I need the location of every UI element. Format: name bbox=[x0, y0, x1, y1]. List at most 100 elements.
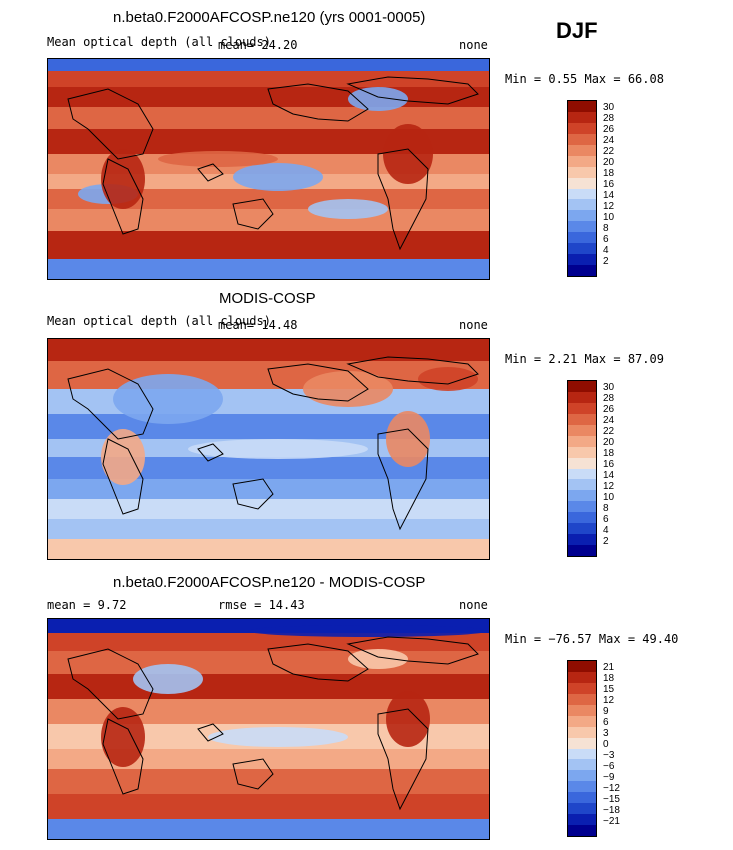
cb3-label: 3 bbox=[603, 728, 609, 739]
map-field-blob bbox=[233, 163, 323, 191]
map-band bbox=[48, 633, 489, 651]
panel1-mean: mean= 24.20 bbox=[218, 38, 298, 52]
colorbar-swatch bbox=[568, 715, 596, 727]
cb1-label: 22 bbox=[603, 146, 615, 157]
coastline bbox=[377, 428, 429, 531]
colorbar-swatch bbox=[568, 792, 596, 804]
coastline bbox=[67, 368, 154, 440]
cb3-label: −12 bbox=[603, 783, 620, 794]
cb2-label: 24 bbox=[603, 415, 615, 426]
colorbar-swatch bbox=[568, 155, 596, 167]
cb2-label: 12 bbox=[603, 481, 615, 492]
panel1-minmax: Min = 0.55 Max = 66.08 bbox=[505, 72, 664, 86]
cb1-label: 16 bbox=[603, 179, 615, 190]
map-band bbox=[48, 231, 489, 259]
colorbar-swatch bbox=[568, 803, 596, 815]
colorbar-swatch bbox=[568, 232, 596, 244]
colorbar-swatch bbox=[568, 144, 596, 156]
cb1-label: 18 bbox=[603, 168, 615, 179]
map-band bbox=[48, 259, 489, 279]
cb1-label: 26 bbox=[603, 124, 615, 135]
cb3-label: 15 bbox=[603, 684, 615, 695]
panel3-mean: mean = 9.72 bbox=[47, 598, 127, 612]
colorbar-swatch bbox=[568, 446, 596, 458]
panel2-map bbox=[47, 338, 490, 560]
panel2-colorbar-labels: 30 28 26 24 22 20 18 16 14 12 10 8 6 4 2 bbox=[603, 382, 614, 547]
colorbar-swatch bbox=[568, 545, 596, 556]
cb1-label: 24 bbox=[603, 135, 615, 146]
cb1-label: 10 bbox=[603, 212, 615, 223]
colorbar-swatch bbox=[568, 166, 596, 178]
cb2-label: 4 bbox=[603, 525, 609, 536]
colorbar-swatch bbox=[568, 468, 596, 480]
map-field-blob bbox=[133, 664, 203, 694]
map-band bbox=[48, 794, 489, 819]
colorbar-swatch bbox=[568, 457, 596, 469]
panel3-minmax: Min = −76.57 Max = 49.40 bbox=[505, 632, 679, 646]
map-field-blob bbox=[101, 707, 145, 767]
coastline bbox=[197, 443, 224, 462]
coastline bbox=[102, 158, 144, 235]
panel2-minmax: Min = 2.21 Max = 87.09 bbox=[505, 352, 664, 366]
colorbar-swatch bbox=[568, 737, 596, 749]
map-band bbox=[48, 107, 489, 129]
coastline bbox=[267, 363, 369, 402]
map-band bbox=[48, 539, 489, 559]
colorbar-swatch bbox=[568, 122, 596, 134]
cb1-label: 12 bbox=[603, 201, 615, 212]
cb1-label: 28 bbox=[603, 113, 615, 124]
map-band bbox=[48, 339, 489, 361]
coastline bbox=[346, 636, 479, 665]
colorbar-swatch bbox=[568, 479, 596, 491]
map-field-blob bbox=[383, 124, 433, 184]
colorbar-swatch bbox=[568, 199, 596, 211]
coastline bbox=[232, 478, 274, 510]
colorbar-swatch bbox=[568, 413, 596, 425]
panel1-colorbar bbox=[567, 100, 597, 277]
map-field-blob bbox=[386, 691, 430, 747]
colorbar-swatch bbox=[568, 748, 596, 760]
cb3-label: −21 bbox=[603, 816, 620, 827]
cb1-label: 20 bbox=[603, 157, 615, 168]
cb2-label: 2 bbox=[603, 536, 609, 547]
panel2-map-svg bbox=[48, 339, 489, 559]
colorbar-swatch bbox=[568, 671, 596, 683]
cb2-label: 6 bbox=[603, 514, 609, 525]
colorbar-swatch bbox=[568, 243, 596, 255]
colorbar-swatch bbox=[568, 133, 596, 145]
panel2-mean: mean= 14.48 bbox=[218, 318, 298, 332]
colorbar-swatch bbox=[568, 814, 596, 826]
colorbar-swatch bbox=[568, 523, 596, 535]
panel1-map bbox=[47, 58, 490, 280]
map-field-blob bbox=[303, 371, 393, 407]
coastline bbox=[346, 356, 479, 385]
colorbar-swatch bbox=[568, 188, 596, 200]
coastline bbox=[377, 148, 429, 251]
cb1-label: 8 bbox=[603, 223, 609, 234]
panel3-map bbox=[47, 618, 490, 840]
coastline bbox=[267, 83, 369, 122]
cb3-label: −9 bbox=[603, 772, 615, 783]
panel2-title: MODIS-COSP bbox=[219, 290, 316, 307]
map-band bbox=[48, 749, 489, 769]
panel3-colorbar bbox=[567, 660, 597, 837]
map-band bbox=[48, 519, 489, 539]
cb3-label: 12 bbox=[603, 695, 615, 706]
panel3-units: none bbox=[459, 598, 488, 612]
colorbar-swatch bbox=[568, 177, 596, 189]
map-band bbox=[48, 361, 489, 389]
coastline bbox=[377, 708, 429, 811]
cb3-label: −6 bbox=[603, 761, 615, 772]
panel2-units: none bbox=[459, 318, 488, 332]
colorbar-swatch bbox=[568, 704, 596, 716]
map-band bbox=[48, 819, 489, 839]
cb1-label: 4 bbox=[603, 245, 609, 256]
colorbar-swatch bbox=[568, 265, 596, 276]
colorbar-swatch bbox=[568, 402, 596, 414]
colorbar-swatch bbox=[568, 825, 596, 836]
panel1-left-label: Mean optical depth (all clouds) bbox=[47, 35, 271, 49]
map-band bbox=[48, 479, 489, 499]
colorbar-swatch bbox=[568, 111, 596, 123]
cb1-label: 30 bbox=[603, 102, 615, 113]
colorbar-swatch bbox=[568, 210, 596, 222]
